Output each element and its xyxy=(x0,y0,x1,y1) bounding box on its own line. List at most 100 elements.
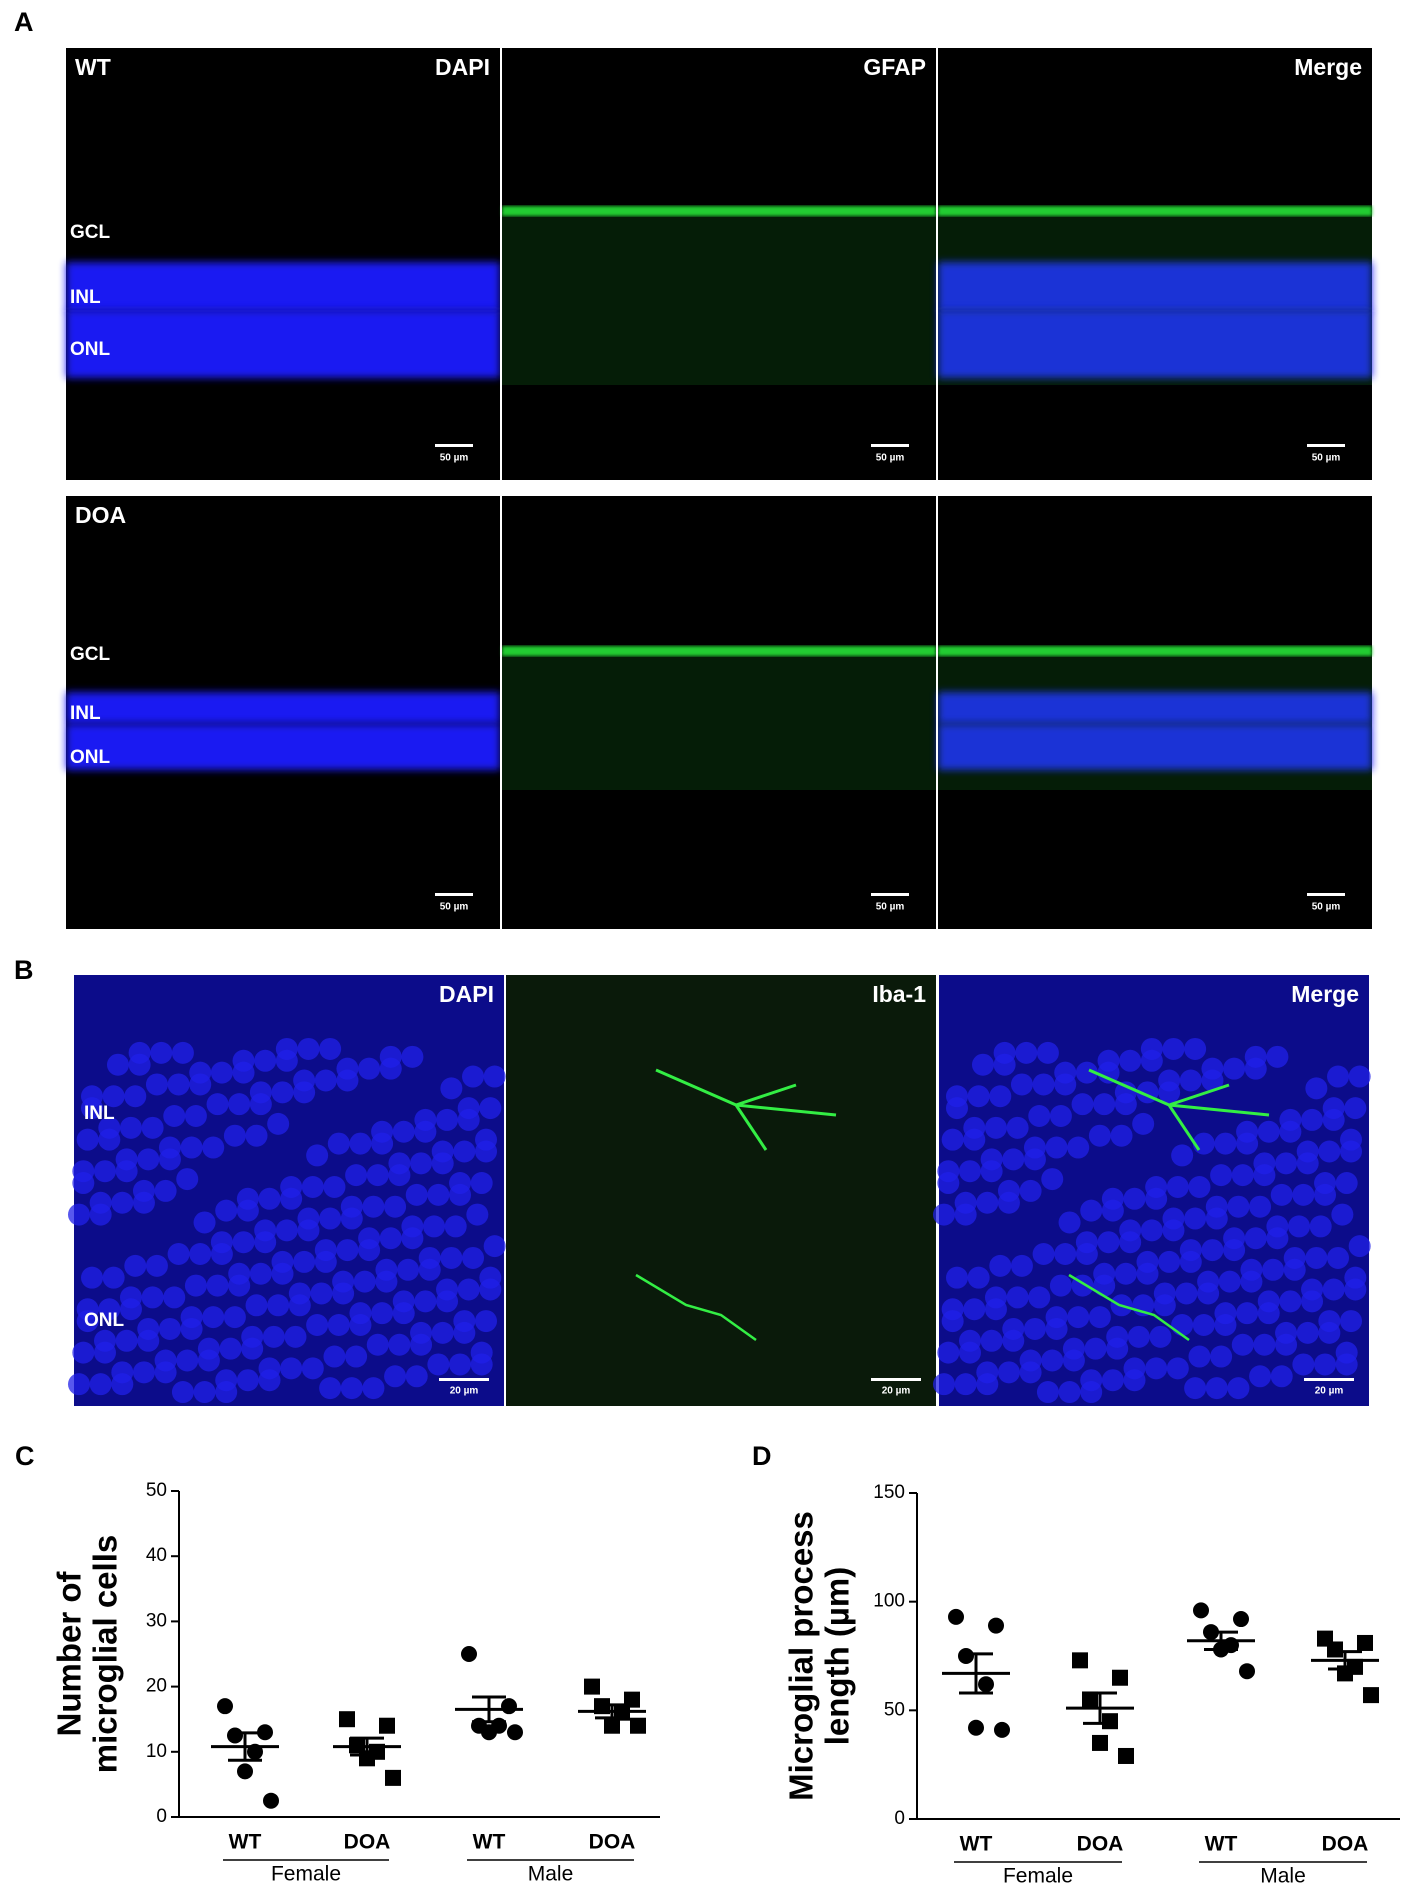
nucleus xyxy=(171,1381,194,1404)
data-point xyxy=(1092,1734,1108,1751)
nuclear-layer xyxy=(66,262,500,312)
nucleus xyxy=(1028,1104,1051,1127)
y-tick-label: 100 xyxy=(873,1591,905,1612)
nucleus xyxy=(197,1337,220,1360)
nucleus xyxy=(941,1298,964,1321)
nucleus xyxy=(1309,1215,1332,1238)
data-point xyxy=(507,1724,523,1741)
nucleus xyxy=(236,1187,259,1210)
nucleus xyxy=(1344,1266,1367,1289)
y-tick-label: 30 xyxy=(146,1610,167,1631)
nucleus xyxy=(163,1286,186,1309)
nucleus xyxy=(102,1085,125,1108)
nucleus xyxy=(1158,1250,1181,1273)
nucleus xyxy=(440,1077,463,1100)
nucleus xyxy=(93,1329,116,1352)
sem-bar xyxy=(595,1703,629,1720)
nucleus xyxy=(479,1097,502,1120)
nucleus xyxy=(462,1246,485,1269)
nucleus xyxy=(1231,1333,1254,1356)
data-point xyxy=(1363,1687,1379,1704)
nucleus xyxy=(1054,1061,1077,1084)
nucleus xyxy=(1335,1341,1358,1364)
nucleus xyxy=(392,1290,415,1313)
nucleus xyxy=(119,1116,142,1139)
data-point xyxy=(1072,1652,1088,1669)
nucleus xyxy=(1270,1183,1293,1206)
nucleus xyxy=(1335,1172,1358,1195)
nuclear-layer xyxy=(66,692,500,724)
nucleus xyxy=(401,1045,424,1068)
nucleus xyxy=(989,1254,1012,1277)
nucleus xyxy=(128,1041,151,1064)
nucleus xyxy=(1140,1219,1163,1242)
nucleus xyxy=(414,1108,437,1131)
nucleus xyxy=(258,1357,281,1380)
layer-label: GCL xyxy=(70,644,111,665)
nucleus xyxy=(98,1116,121,1139)
nucleus xyxy=(475,1128,498,1151)
nucleus xyxy=(1015,1041,1038,1064)
nucleus xyxy=(1041,1349,1064,1372)
nucleus xyxy=(1045,1306,1068,1329)
nucleus xyxy=(1231,1164,1254,1187)
nucleus xyxy=(1275,1321,1298,1344)
nucleus xyxy=(68,1203,90,1226)
nucleus xyxy=(410,1321,433,1344)
data-point xyxy=(1239,1663,1255,1680)
y-tick-label: 150 xyxy=(873,1482,905,1503)
nucleus xyxy=(1292,1353,1315,1376)
nucleus xyxy=(184,1274,207,1297)
nucleus xyxy=(1101,1187,1124,1210)
nucleus xyxy=(327,1132,350,1155)
nucleus xyxy=(158,1317,181,1340)
nucleus xyxy=(371,1302,394,1325)
nucleus xyxy=(453,1310,476,1333)
nucleus xyxy=(945,1266,968,1289)
nucleus xyxy=(106,1053,129,1076)
nucleus xyxy=(1171,1144,1194,1167)
data-point xyxy=(1357,1634,1373,1651)
nucleus xyxy=(358,1057,381,1080)
nucleus xyxy=(254,1219,277,1242)
nucleus xyxy=(358,1227,381,1250)
nucleus xyxy=(1266,1045,1289,1068)
nucleus xyxy=(1093,1093,1116,1116)
nucleus xyxy=(984,1286,1007,1309)
nucleus xyxy=(184,1104,207,1127)
nucleus xyxy=(1188,1175,1211,1198)
nucleus xyxy=(202,1306,225,1329)
nucleus xyxy=(167,1073,190,1096)
gfap-band xyxy=(502,646,936,656)
nucleus xyxy=(427,1183,450,1206)
nucleus xyxy=(124,1254,147,1277)
nucleus xyxy=(210,1231,233,1254)
x-tick-label: WT xyxy=(1205,1833,1238,1856)
x-tick-label: DOA xyxy=(1077,1833,1124,1856)
nucleus xyxy=(202,1136,225,1159)
channel-label: Merge xyxy=(1291,981,1359,1007)
nucleus xyxy=(345,1345,368,1368)
nucleus xyxy=(1080,1369,1103,1392)
nucleus xyxy=(475,1310,498,1333)
sem-bar xyxy=(472,1695,506,1724)
nucleus xyxy=(323,1345,346,1368)
nucleus xyxy=(470,1172,493,1195)
sem-bar xyxy=(1083,1691,1117,1725)
y-axis-label: length (µm) xyxy=(819,1567,856,1746)
x-tick-label: DOA xyxy=(589,1831,636,1854)
nucleus xyxy=(1101,1369,1124,1392)
nucleus xyxy=(1088,1124,1111,1147)
nucleus xyxy=(967,1266,990,1289)
data-point xyxy=(237,1763,253,1780)
nucleus xyxy=(310,1282,333,1305)
nucleus xyxy=(980,1329,1003,1352)
nucleus xyxy=(362,1377,385,1400)
nucleus xyxy=(254,1049,277,1072)
scale-bar-label: 50 µm xyxy=(1312,902,1341,913)
nucleus xyxy=(1296,1140,1319,1163)
nucleus xyxy=(405,1365,428,1388)
nucleus xyxy=(1179,1069,1202,1092)
panel-label: C xyxy=(15,1441,35,1471)
nucleus xyxy=(1067,1306,1090,1329)
